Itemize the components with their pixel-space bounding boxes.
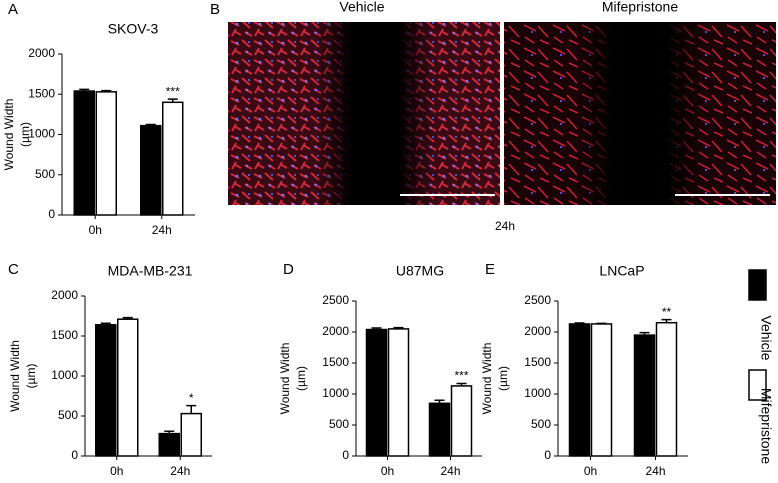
- error-bar: [145, 123, 156, 126]
- y-axis-label: Wound Width: [480, 343, 494, 415]
- x-tick-label: 0h: [110, 464, 123, 478]
- error-bar: [393, 326, 404, 329]
- bar: [140, 124, 162, 216]
- chart-title: MDA-MB-231: [108, 263, 193, 279]
- image-label: Vehicle: [339, 0, 384, 15]
- y-tick-label: 1500: [28, 86, 55, 100]
- legend-swatch: [748, 369, 767, 401]
- image-label: Mifepristone: [602, 0, 678, 15]
- bar: [180, 412, 202, 457]
- y-tick-label: 1500: [51, 328, 78, 342]
- x-tick-label: 24h: [152, 223, 172, 237]
- error-bar: [164, 430, 175, 434]
- error-bar: [167, 98, 178, 103]
- y-axis-label: Wound Width: [278, 343, 292, 415]
- legend-swatch: [748, 269, 767, 301]
- bar: [655, 321, 678, 457]
- image-panel: B Vehicle Mifepristone 24h: [210, 0, 776, 233]
- error-bar: [596, 322, 607, 325]
- panel-letter: A: [8, 1, 18, 18]
- y-axis-label: Wound Width: [8, 340, 22, 412]
- x-tick-label: 24h: [440, 464, 460, 478]
- error-bar: [186, 404, 197, 414]
- y-tick-label: 0: [48, 207, 55, 221]
- bar: [95, 324, 117, 457]
- x-tick-label: 24h: [645, 464, 665, 478]
- y-tick-label: 2000: [51, 288, 78, 302]
- bar: [387, 328, 410, 457]
- y-tick-label: 500: [531, 417, 551, 431]
- y-axis-label: Wound Width: [2, 99, 16, 171]
- significance: ***: [166, 84, 180, 98]
- bar: [365, 328, 388, 457]
- bar: [158, 432, 180, 457]
- legend-label: Vehicle: [758, 315, 774, 360]
- x-tick-label: 24h: [170, 464, 190, 478]
- error-bar: [101, 89, 112, 92]
- x-tick-label: 0h: [381, 464, 394, 478]
- chart-title: U87MG: [396, 263, 444, 279]
- y-tick-label: 1500: [524, 355, 551, 369]
- error-bar: [79, 88, 90, 92]
- error-bar: [574, 322, 585, 324]
- y-axis-label: (µm): [18, 122, 32, 147]
- significance: ***: [454, 369, 468, 383]
- y-tick-label: 1000: [51, 368, 78, 382]
- chart-title: SKOV-3: [108, 21, 159, 37]
- error-bar: [122, 316, 133, 320]
- bar: [590, 323, 613, 457]
- significance: **: [662, 305, 672, 319]
- y-tick-label: 2500: [322, 293, 349, 307]
- bar: [73, 90, 95, 216]
- panel-letter: E: [485, 261, 495, 278]
- legend-label: Mifepristone: [758, 388, 774, 464]
- panel-letter: C: [8, 261, 19, 278]
- bar: [162, 101, 184, 216]
- y-tick-label: 0: [342, 448, 349, 462]
- significance: *: [189, 391, 194, 405]
- y-tick-label: 500: [58, 408, 78, 422]
- bar: [117, 318, 139, 457]
- y-axis-label: (µm): [24, 364, 38, 389]
- error-bar: [434, 399, 445, 404]
- error-bar: [100, 322, 111, 325]
- error-bar: [371, 327, 382, 330]
- bar: [95, 91, 117, 216]
- y-tick-label: 1000: [322, 386, 349, 400]
- y-tick-label: 500: [35, 167, 55, 181]
- y-tick-label: 2500: [524, 293, 551, 307]
- y-tick-label: 500: [329, 417, 349, 431]
- chart-title: LNCaP: [599, 263, 644, 279]
- y-tick-label: 1500: [322, 355, 349, 369]
- y-axis-label: (µm): [294, 366, 308, 391]
- y-tick-label: 2000: [322, 324, 349, 338]
- x-tick-label: 0h: [584, 464, 597, 478]
- wound-gap: [575, 22, 705, 205]
- y-tick-label: 0: [544, 448, 551, 462]
- y-tick-label: 1000: [524, 386, 551, 400]
- wound-gap: [315, 22, 435, 205]
- error-bar: [639, 331, 650, 336]
- y-tick-label: 2000: [28, 46, 55, 60]
- panel-letter: B: [210, 1, 220, 18]
- bar: [633, 334, 656, 457]
- panel-letter: D: [283, 261, 294, 278]
- y-tick-label: 1000: [28, 127, 55, 141]
- bar: [450, 385, 473, 457]
- y-axis-label: (µm): [496, 366, 510, 391]
- image-caption: 24h: [495, 219, 515, 233]
- y-tick-label: 0: [71, 448, 78, 462]
- bar: [568, 323, 591, 457]
- error-bar: [661, 318, 672, 323]
- y-tick-label: 2000: [524, 324, 551, 338]
- x-tick-label: 0h: [89, 223, 102, 237]
- error-bar: [456, 382, 467, 386]
- bar: [428, 402, 451, 457]
